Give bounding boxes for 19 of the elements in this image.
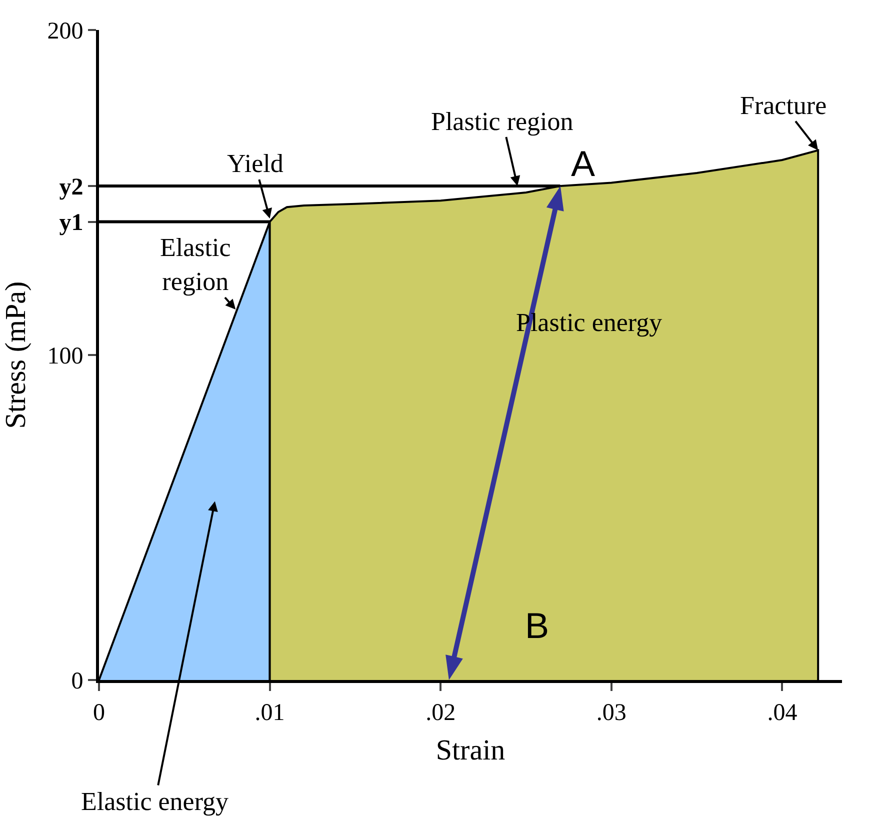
y-tick-label: y2: [59, 174, 84, 200]
y-tick-label: 0: [71, 668, 84, 694]
y-tick-label: 200: [47, 18, 84, 44]
text: Elastic energy: [81, 787, 229, 816]
x-tick-label: .01: [254, 700, 285, 726]
annotation: B: [525, 605, 550, 646]
x-axis-title: Strain: [436, 734, 506, 767]
annotation: Elastic region: [160, 233, 231, 296]
annotation: Yield: [227, 149, 284, 178]
y-tick-label: y1: [59, 210, 84, 236]
x-tick-label: 0: [93, 700, 105, 726]
y-axis-title: Stress (mPa): [0, 281, 32, 429]
annotation: A: [571, 143, 596, 184]
annotation: Plastic region: [431, 107, 574, 136]
x-tick-label: .03: [596, 700, 626, 726]
x-tick-label: .02: [426, 700, 456, 726]
x-tick-label: .04: [767, 700, 798, 726]
annotation: Fracture: [740, 91, 827, 120]
y-tick-label: 100: [47, 343, 84, 370]
